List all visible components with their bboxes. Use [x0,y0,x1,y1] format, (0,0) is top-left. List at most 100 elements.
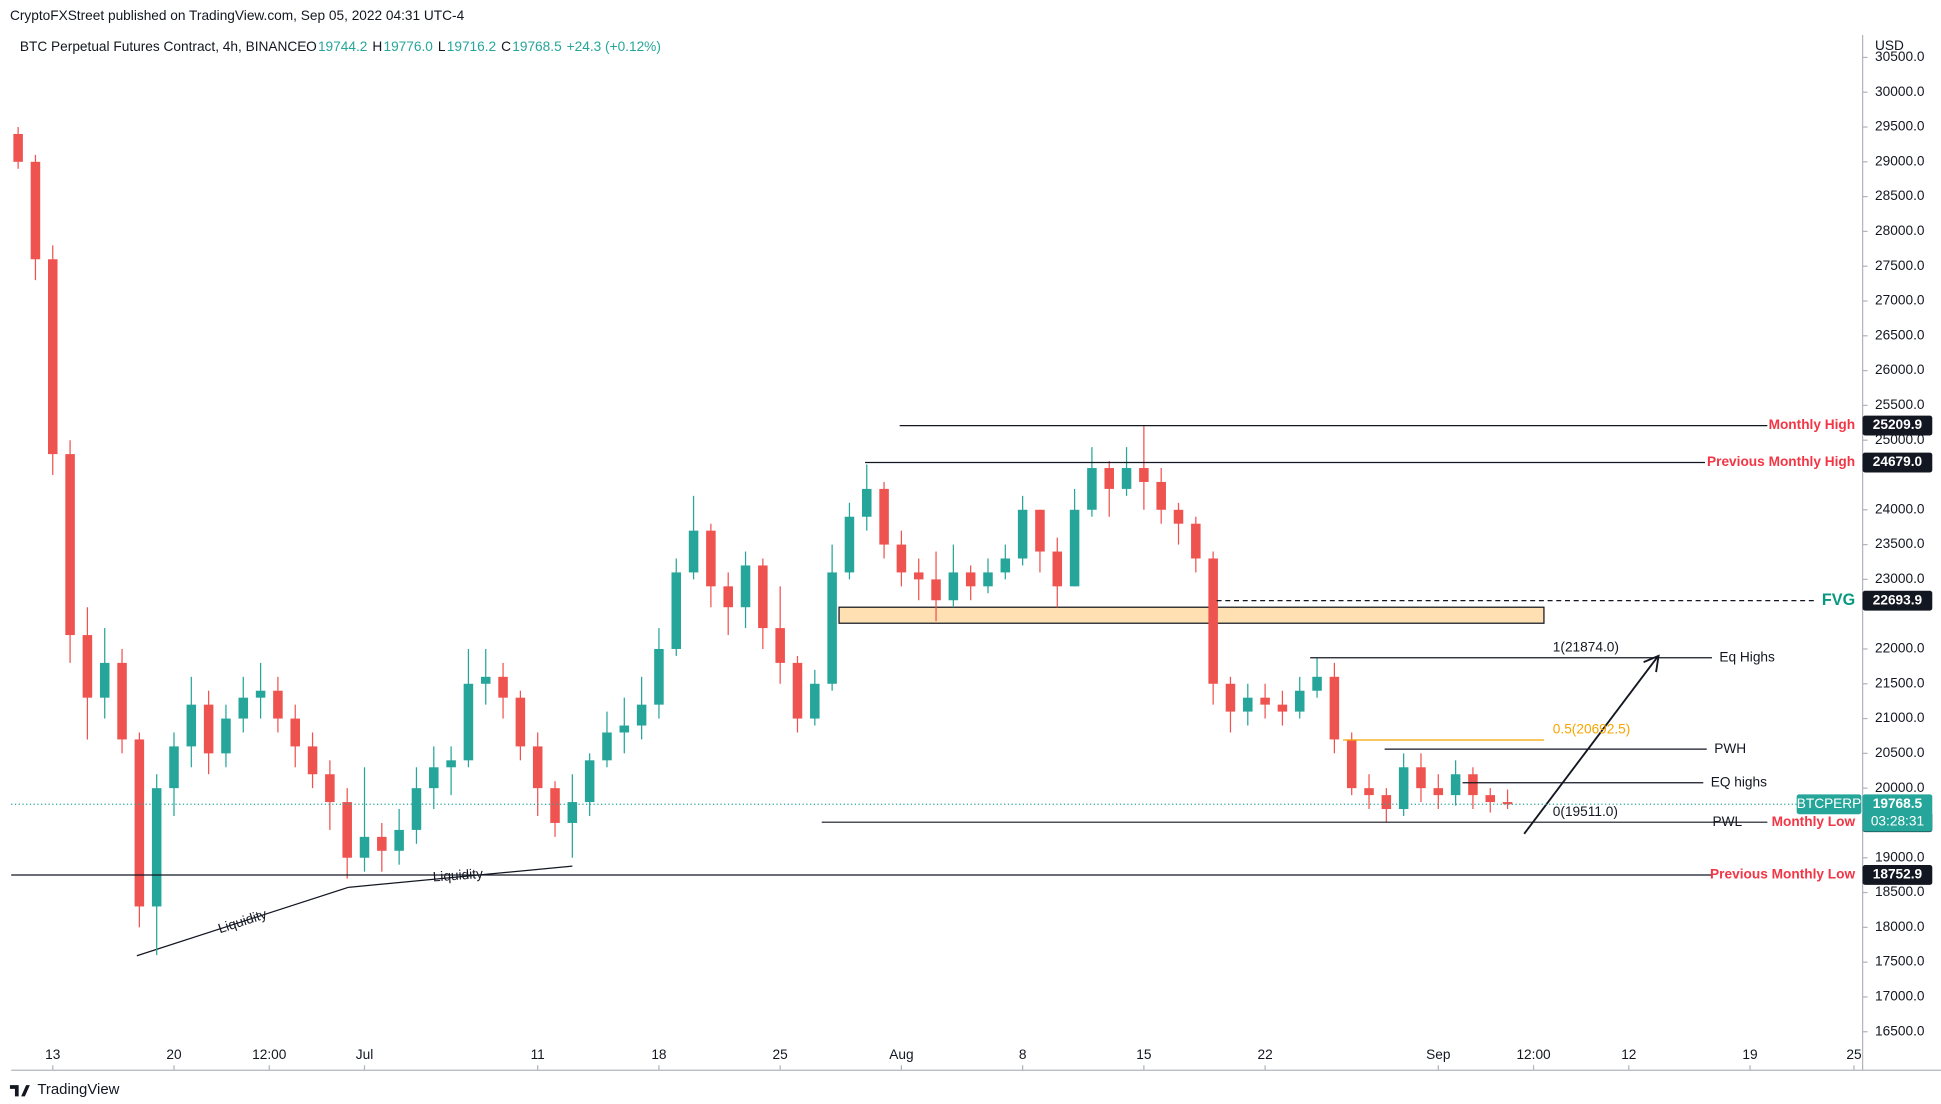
candle-body [1502,802,1513,805]
level-label: Monthly Low [1772,814,1856,829]
x-tick-label: Sep [1426,1047,1451,1062]
candle-body [342,802,352,858]
y-tick-label: 25500.0 [1875,397,1925,412]
candle-body [221,718,231,754]
candle-body [1225,683,1236,712]
candle-body [1156,481,1166,510]
symbol-tag: BTCPERP [1797,796,1862,811]
x-tick-label: Aug [889,1047,913,1062]
candle-body [862,488,872,517]
y-tick-label: 29500.0 [1875,119,1925,134]
candle-body [463,683,474,761]
level-label: PWL [1712,814,1742,829]
y-tick-label: 26000.0 [1875,362,1925,377]
candle-body [1346,739,1357,789]
candle-body [1052,551,1063,587]
legend-value: 19768.5 [512,39,562,54]
candle-body [671,572,682,649]
y-tick-label: 21000.0 [1875,710,1925,725]
x-tick-label: 8 [1019,1047,1027,1062]
candle-body [688,530,699,573]
candle-body [827,572,837,684]
candle-body [1312,676,1322,691]
candle-body [411,788,422,830]
candle-body [429,767,439,789]
y-tick-label: 28500.0 [1875,188,1925,203]
candle-body [1104,468,1114,489]
candle-body [636,704,647,726]
candle-body [1260,697,1270,705]
candle-body [1017,509,1028,559]
candle-body [758,565,768,629]
legend-key: H [372,39,382,54]
last-price: 19768.5 [1873,796,1923,811]
candle-body [377,836,387,851]
level-label: Previous Monthly Low [1710,867,1855,882]
level-label: Eq Highs [1719,649,1775,664]
x-tick-label: 20 [166,1047,182,1062]
price-tag: 18752.9 [1873,867,1923,882]
candle-body [1035,509,1045,552]
candle-body [1398,767,1409,810]
level-label: Monthly High [1769,417,1856,432]
candle-body [1329,676,1340,740]
candle-body [844,516,855,573]
x-tick-label: 13 [45,1047,60,1062]
y-tick-label: 27000.0 [1875,293,1925,308]
candle-body [394,829,404,851]
candle-body [1364,788,1374,796]
y-tick-label: 29000.0 [1875,153,1925,168]
y-tick-label: 18500.0 [1875,884,1925,899]
candle-body [896,544,907,573]
liquidity-trendline [348,865,573,888]
candle-body [723,586,733,608]
candle-body [740,565,751,608]
x-tick-label: 12:00 [1516,1047,1551,1062]
candle-body [948,572,959,601]
candle-body [931,579,941,601]
candle-body [706,530,716,587]
price-tag: 25209.9 [1873,417,1923,432]
candle-body [480,676,491,684]
candle-body [567,802,578,823]
candle-body [48,259,58,455]
candle-body [584,760,595,803]
x-tick-label: 18 [651,1047,667,1062]
legend-change: +24.3 (+0.12%) [567,39,661,54]
candle-body [1243,697,1253,712]
x-tick-label: 25 [773,1047,789,1062]
y-tick-label: 27500.0 [1875,258,1925,273]
x-tick-label: 12 [1621,1047,1636,1062]
x-tick-label: 19 [1742,1047,1757,1062]
y-tick-label: 20000.0 [1875,780,1925,795]
y-tick-label: 19000.0 [1875,849,1925,864]
y-tick-label: 23500.0 [1875,536,1925,551]
candle-body [1468,774,1478,796]
y-tick-label: 23000.0 [1875,571,1925,586]
candle-body [879,488,889,545]
candle-body [290,718,300,747]
level-label: EQ highs [1711,774,1767,789]
candle-body [359,836,370,858]
candle-body [99,662,110,698]
fib-label: 0(19511.0) [1553,804,1618,819]
currency: USD [1875,38,1904,53]
y-tick-label: 30500.0 [1875,49,1925,64]
candle-body [1485,795,1496,803]
candle-body [1000,558,1011,573]
candle-body [983,572,993,587]
candle-body [1173,509,1184,524]
candle-body [151,788,162,907]
publish-title: CryptoFXStreet published on TradingView.… [10,8,465,23]
level-label: FVG [1822,591,1855,609]
arrow-head [1643,654,1660,673]
symbol-tag-bg [1796,794,1862,815]
candle-body [1381,795,1392,810]
y-tick-label: 17500.0 [1875,954,1925,969]
candle-body [1450,774,1461,796]
candle-body [325,774,335,803]
candle-body [169,746,179,789]
candle-body [238,697,249,719]
candle-body [1087,468,1097,510]
